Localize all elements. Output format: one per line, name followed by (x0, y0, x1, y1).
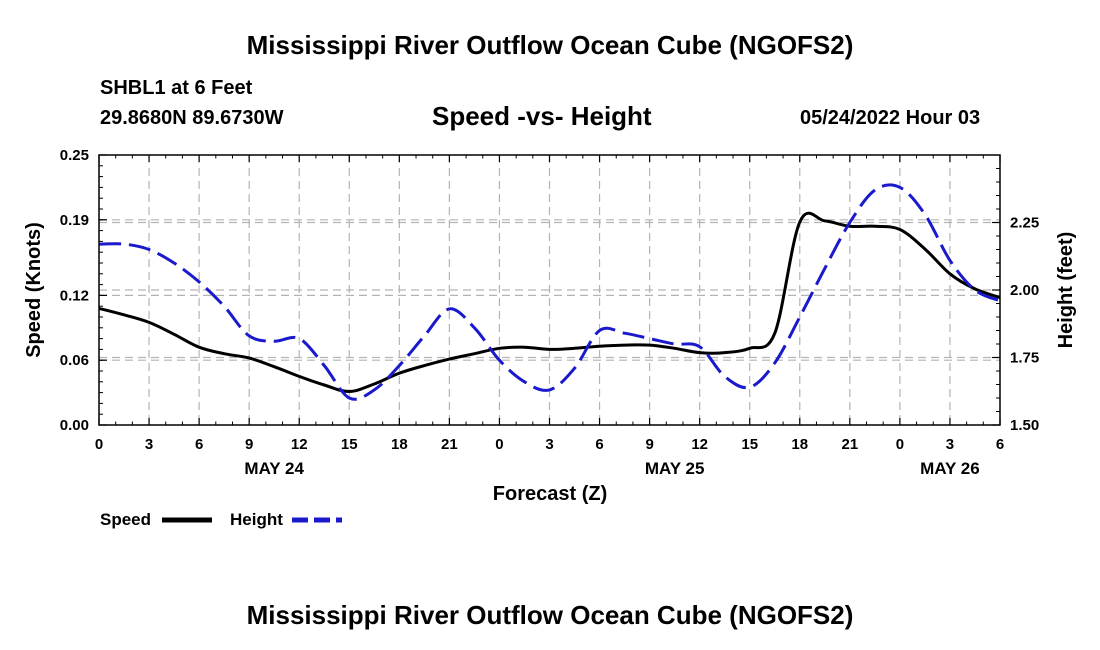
y-tick-label-left: 0.06 (60, 352, 89, 369)
grid (99, 155, 1000, 425)
x-tick-label: 3 (946, 436, 954, 453)
x-tick-label: 21 (841, 436, 858, 453)
y-tick-label-right: 2.25 (1010, 215, 1039, 232)
x-tick-label: 12 (291, 436, 308, 453)
y-tick-label-right: 1.50 (1010, 417, 1039, 434)
x-tick-label: 18 (391, 436, 408, 453)
forecast-datetime: 05/24/2022 Hour 03 (800, 107, 981, 129)
y-tick-label-left: 0.19 (60, 212, 89, 229)
speed-height-chart: 0 3 6 9 12 15 18 21 0 3 6 9 12 15 18 21 0 3 6 MAY 24 MAY 25 M… (23, 147, 1077, 529)
x-tick-label: 9 (645, 436, 653, 453)
y-tick-label-left: 0.25 (60, 147, 89, 164)
x-tick-label: 18 (791, 436, 808, 453)
legend-speed-label: Speed (100, 510, 151, 529)
x-tick-label: 6 (996, 436, 1004, 453)
x-tick-label: 9 (245, 436, 253, 453)
height-series-line (98, 183, 1001, 401)
y-tick-label-left: 0.00 (60, 417, 89, 434)
legend-height-label: Height (230, 510, 283, 529)
x-tick-label: 0 (95, 436, 103, 453)
legend: Speed Height (100, 510, 342, 529)
chart-subtitle: Speed -vs- Height (432, 101, 652, 131)
x-axis-label: Forecast (Z) (493, 483, 607, 505)
y-tick-label-left: 0.12 (60, 287, 89, 304)
date-label: MAY 24 (244, 459, 304, 478)
station-coordinates: 29.8680N 89.6730W (100, 107, 284, 129)
series-layer (98, 183, 1001, 401)
date-label: MAY 26 (920, 459, 980, 478)
x-tick-label: 6 (195, 436, 203, 453)
station-label: SHBL1 at 6 Feet (100, 77, 253, 99)
speed-series-line (98, 211, 1001, 394)
x-tick-label: 21 (441, 436, 458, 453)
axes: 0 3 6 9 12 15 18 21 0 3 6 9 12 15 18 21 0 3 6 MAY 24 MAY 25 M… (60, 147, 1039, 478)
date-label: MAY 25 (645, 459, 705, 478)
x-tick-label: 6 (595, 436, 603, 453)
y-axis-label-right: Height (feet) (1055, 232, 1077, 349)
x-tick-label: 15 (341, 436, 358, 453)
y-tick-label-right: 1.75 (1010, 350, 1039, 367)
footer-title: Mississippi River Outflow Ocean Cube (NG… (246, 600, 854, 630)
chart-title: Mississippi River Outflow Ocean Cube (NG… (246, 30, 854, 60)
x-tick-label: 3 (145, 436, 153, 453)
x-tick-label: 0 (495, 436, 503, 453)
y-tick-label-right: 2.00 (1010, 282, 1039, 299)
x-tick-label: 3 (545, 436, 553, 453)
y-axis-label-left: Speed (Knots) (23, 222, 45, 358)
x-tick-label: 15 (741, 436, 758, 453)
x-tick-label: 0 (896, 436, 904, 453)
x-tick-label: 12 (691, 436, 708, 453)
